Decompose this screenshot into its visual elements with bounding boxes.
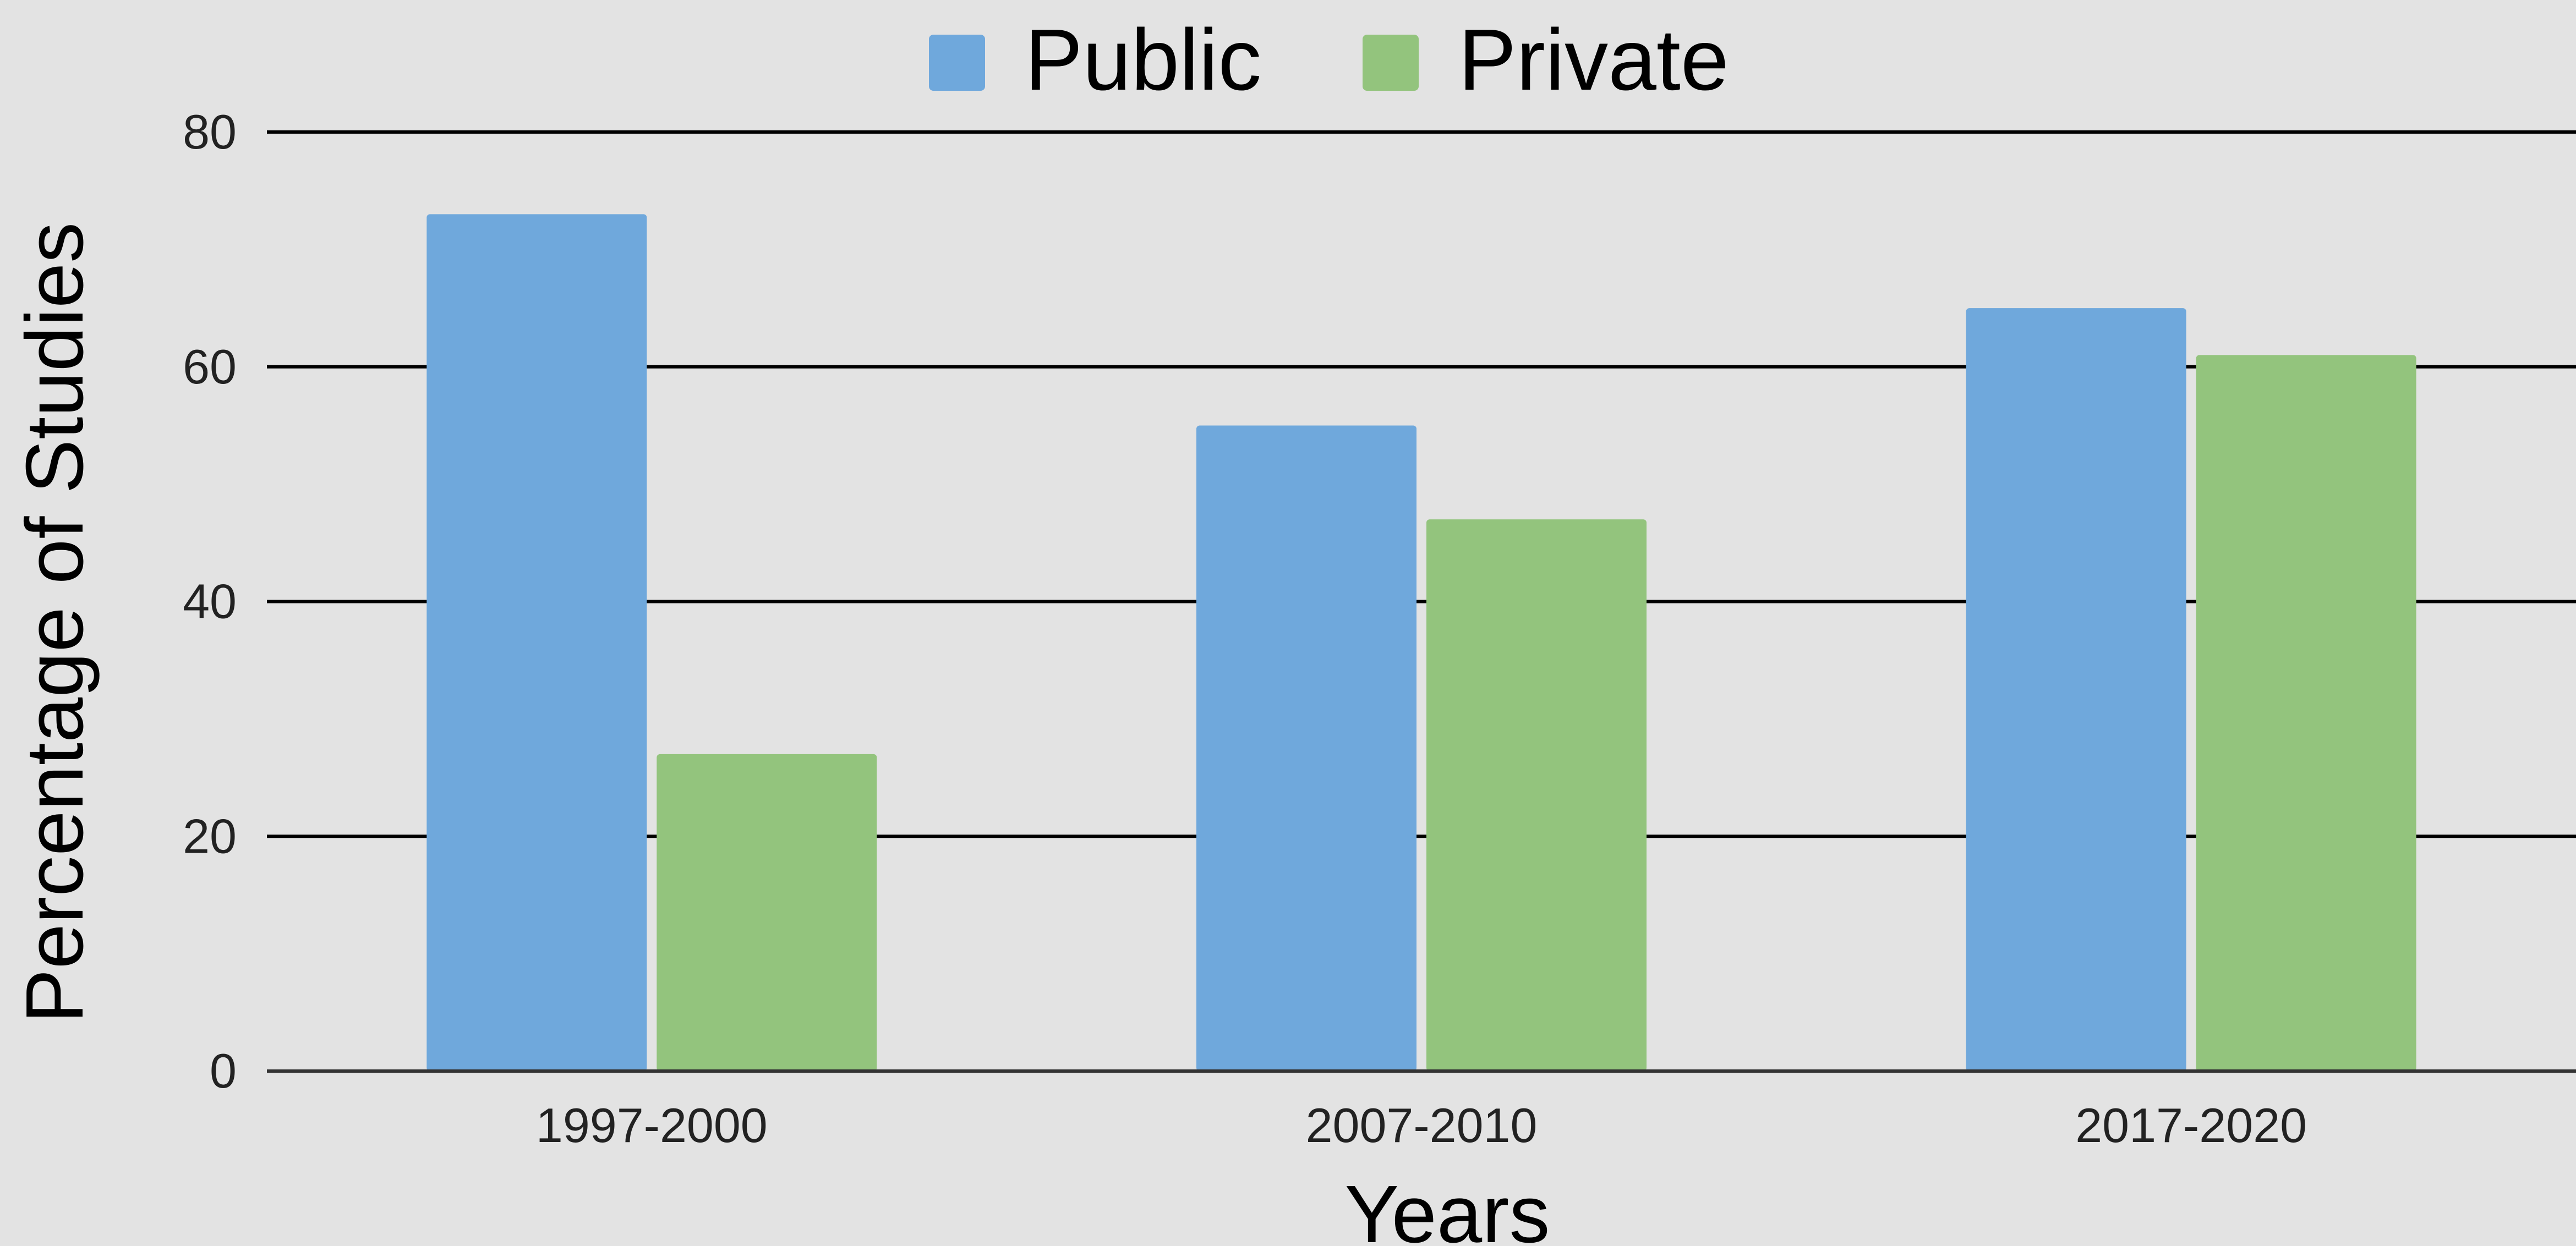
y-axis-ticks: 0 20 40 60 80 bbox=[183, 105, 237, 1098]
x-tick-label: 2017-2020 bbox=[2075, 1098, 2307, 1152]
bar-public-2017-2020 bbox=[1966, 308, 2186, 1071]
y-tick-label: 40 bbox=[183, 574, 237, 629]
x-axis-ticks: 1997-2000 2007-2010 2017-2020 bbox=[536, 1098, 2307, 1152]
y-tick-label: 20 bbox=[183, 809, 237, 863]
bar-public-1997-2000 bbox=[426, 214, 647, 1071]
legend-label-public: Public bbox=[1025, 12, 1261, 108]
legend-swatch-private bbox=[1363, 35, 1419, 91]
y-tick-label: 60 bbox=[183, 339, 237, 394]
bar-private-1997-2000 bbox=[657, 754, 877, 1071]
bars bbox=[267, 214, 2576, 1073]
bar-private-2017-2020 bbox=[2196, 355, 2416, 1071]
legend-label-private: Private bbox=[1458, 12, 1729, 108]
y-axis-title: Percentage of Studies bbox=[9, 222, 100, 1023]
x-tick-label: 1997-2000 bbox=[536, 1098, 768, 1152]
y-tick-label: 80 bbox=[183, 105, 237, 159]
bar-public-2007-2010 bbox=[1196, 425, 1416, 1071]
x-axis-title: Years bbox=[1344, 1169, 1550, 1246]
y-tick-label: 0 bbox=[210, 1044, 237, 1098]
x-tick-label: 2007-2010 bbox=[1306, 1098, 1538, 1152]
bar-private-2007-2010 bbox=[1426, 519, 1647, 1071]
legend: Public Private bbox=[929, 12, 1729, 108]
legend-swatch-public bbox=[929, 35, 985, 91]
